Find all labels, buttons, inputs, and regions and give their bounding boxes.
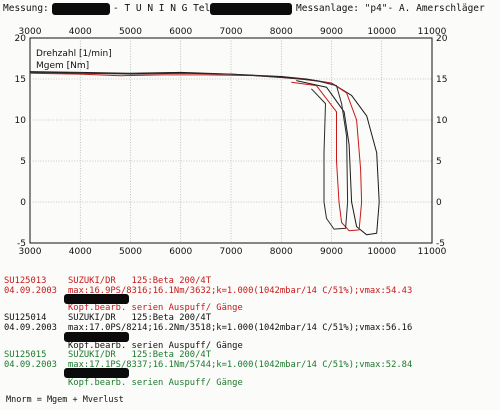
run-stats: max:17.1PS/8337;16.1Nm/5744;k=1.000(1042… (68, 360, 413, 370)
run-stats: max:16.9PS/8316;16.1Nm/3632;k=1.000(1042… (68, 286, 413, 296)
y-tick-label-right: 5 (436, 157, 442, 167)
run-note: Kopf.bearb. serien Auspuff/ Gänge (68, 341, 243, 351)
x-tick-label-bottom: 4000 (69, 247, 92, 257)
run-note: Kopf.bearb. serien Auspuff/ Gänge (68, 378, 243, 388)
redacted-name (52, 3, 110, 15)
header-tuning-label: - T U N I N G Tel. (113, 3, 216, 14)
run-stats: max:17.0PS/8214;16.2Nm/3518;k=1.000(1042… (68, 323, 413, 333)
y-tick-label-right: 20 (436, 34, 448, 44)
x-tick-label-top: 7000 (220, 27, 243, 37)
y-tick-label-left: -5 (17, 239, 26, 249)
run-date: 04.09.2003 (4, 323, 57, 333)
series-line-1 (29, 71, 380, 236)
legend-rpm: Drehzahl [1/min] (36, 49, 112, 59)
series-line-2 (29, 72, 363, 232)
run-note: Kopf.bearb. serien Auspuff/ Gänge (68, 303, 243, 313)
x-tick-label-bottom: 9000 (320, 247, 343, 257)
x-tick-label-bottom: 3000 (19, 247, 42, 257)
x-tick-label-bottom: 5000 (119, 247, 142, 257)
x-tick-label-bottom: 8000 (270, 247, 293, 257)
x-tick-label-top: 10000 (367, 27, 396, 37)
redacted-run-3 (64, 368, 129, 378)
y-tick-label-left: 20 (15, 34, 27, 44)
run-id: SU125015 (4, 350, 47, 360)
y-tick-label-left: 0 (20, 198, 26, 208)
y-tick-label-left: 10 (15, 116, 27, 126)
x-tick-label-top: 11000 (418, 27, 447, 37)
y-tick-label-right: 15 (436, 75, 447, 85)
legend-torque: Mgem [Nm] (36, 61, 89, 71)
x-tick-label-bottom: 10000 (367, 247, 396, 257)
header-measurement-label: Messung: (3, 3, 49, 14)
run-date: 04.09.2003 (4, 286, 57, 296)
y-tick-label-left: 5 (20, 157, 26, 167)
y-tick-label-right: -5 (436, 239, 445, 249)
x-tick-label-top: 6000 (169, 27, 192, 37)
x-tick-label-top: 9000 (320, 27, 343, 37)
x-tick-label-bottom: 6000 (169, 247, 192, 257)
x-tick-label-top: 8000 (270, 27, 293, 37)
y-tick-label-left: 15 (15, 75, 26, 85)
redacted-run-1 (64, 294, 129, 304)
run-model: SUZUKI/DR 125:Beta 200/4T (68, 313, 211, 323)
redacted-phone (210, 3, 292, 15)
torque-chart: 3000 4000 5000 6000 7000 8000 9000 10000 11000 3… (15, 27, 448, 257)
x-tick-label-top: 4000 (69, 27, 92, 37)
run-id: SU125014 (4, 313, 47, 323)
header-facility-label: Messanlage: "p4"- A. Amerschläger (296, 3, 485, 14)
y-tick-label-right: 10 (436, 116, 448, 126)
series-line-3 (29, 71, 349, 230)
run-model: SUZUKI/DR 125:Beta 200/4T (68, 276, 211, 286)
run-date: 04.09.2003 (4, 360, 57, 370)
x-tick-label-top: 5000 (119, 27, 142, 37)
y-tick-label-right: 0 (436, 198, 442, 208)
x-tick-label-bottom: 11000 (418, 247, 447, 257)
run-model: SUZUKI/DR 125:Beta 200/4T (68, 350, 211, 360)
x-tick-label-bottom: 7000 (220, 247, 243, 257)
redacted-run-2 (64, 332, 129, 342)
x-tick-label-top: 3000 (19, 27, 42, 37)
run-id: SU125013 (4, 276, 47, 286)
footer-formula: Mnorm = Mgem + Mverlust (6, 395, 124, 405)
